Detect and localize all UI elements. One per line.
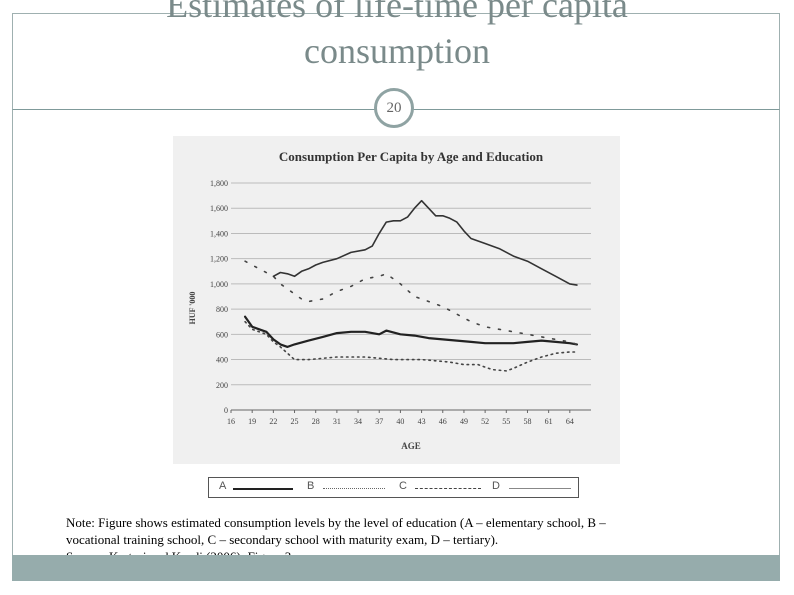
series-line-b: [244, 320, 578, 372]
y-tick-label: 200: [216, 381, 228, 390]
x-tick-label: 64: [566, 417, 574, 426]
y-tick-label: 1,800: [210, 179, 228, 188]
y-tick-label: 1,200: [210, 255, 228, 264]
x-tick-label: 46: [439, 417, 447, 426]
page-number-badge: 20: [374, 88, 414, 128]
x-tick-label: 31: [333, 417, 341, 426]
legend-label-b: B: [307, 480, 315, 492]
x-tick-label: 49: [460, 417, 468, 426]
legend-label-c: C: [399, 480, 407, 492]
x-tick-label: 25: [291, 417, 299, 426]
x-tick-label: 40: [396, 417, 404, 426]
x-tick-label: 55: [502, 417, 510, 426]
slide-title: Estimates of life-time per capita consum…: [0, 0, 794, 74]
y-tick-label: 800: [216, 305, 228, 314]
legend-line-a: [233, 488, 293, 490]
slide-title-line2: consumption: [304, 31, 490, 71]
note-line-2: vocational training school, C – secondar…: [66, 532, 499, 547]
x-tick-label: 28: [312, 417, 320, 426]
slide-title-line1: Estimates of life-time per capita: [166, 0, 628, 25]
legend-line-b: [323, 488, 385, 489]
x-tick-label: 16: [227, 417, 235, 426]
chart-title: Consumption Per Capita by Age and Educat…: [279, 149, 544, 164]
y-tick-label: 400: [216, 356, 228, 365]
x-tick-label: 19: [248, 417, 256, 426]
x-tick-label: 43: [418, 417, 426, 426]
legend-line-c: [415, 488, 481, 489]
chart-x-axis-label: AGE: [401, 441, 421, 451]
chart-y-axis-label: HUF '000: [188, 292, 197, 325]
x-tick-label: 37: [375, 417, 383, 426]
footer-bar: [12, 555, 780, 581]
y-tick-label: 0: [224, 406, 228, 415]
legend-line-d: [509, 488, 571, 489]
y-tick-label: 1,000: [210, 280, 228, 289]
y-tick-label: 1,600: [210, 204, 228, 213]
y-tick-label: 1,400: [210, 229, 228, 238]
x-tick-label: 34: [354, 417, 362, 426]
chart-legend: A B C D: [208, 477, 579, 498]
legend-label-d: D: [492, 480, 500, 492]
x-tick-label: 22: [269, 417, 277, 426]
frame-left-border: [12, 110, 13, 580]
legend-label-a: A: [219, 480, 227, 492]
frame-right-border: [779, 110, 780, 555]
x-tick-label: 61: [545, 417, 553, 426]
x-tick-label: 58: [523, 417, 531, 426]
series-line-c: [244, 260, 578, 346]
note-line-1: Note: Figure shows estimated consumption…: [66, 515, 606, 530]
series-line-d: [272, 199, 578, 286]
y-tick-label: 600: [216, 330, 228, 339]
consumption-chart: Consumption Per Capita by Age and Educat…: [188, 149, 591, 451]
series-line-a: [243, 315, 578, 348]
x-tick-label: 52: [481, 417, 489, 426]
chart-background: [173, 136, 620, 464]
